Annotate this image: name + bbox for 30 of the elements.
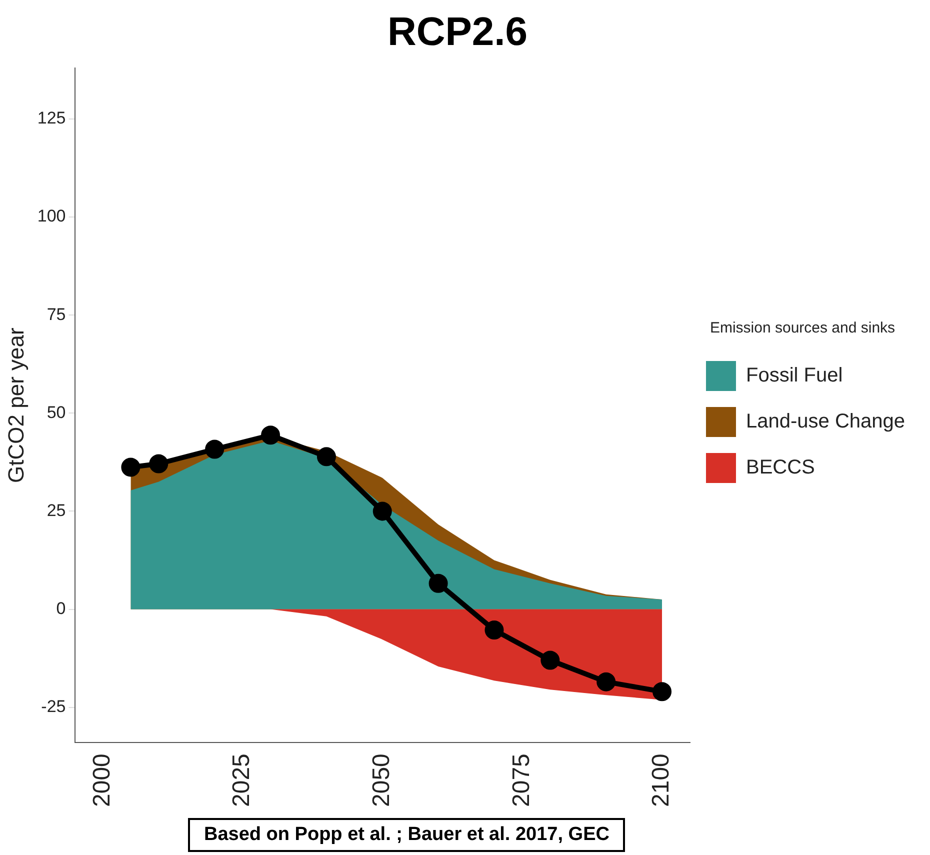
legend-label: BECCS [746,456,815,479]
point [372,502,392,521]
point [121,458,140,477]
x-tick-label: 2100 [648,754,675,807]
legend-label: Land-use Change [746,410,905,433]
point [316,447,336,466]
y-tick-label: 0 [56,598,66,618]
legend-title: Emission sources and sinks [710,320,896,337]
y-tick-label: 100 [37,206,66,226]
point [484,620,504,640]
y-tick-label: -25 [41,697,66,716]
point [205,440,224,459]
chart-title: RCP2.6 [387,10,528,54]
y-axis-title: GtCO2 per year [3,328,28,483]
x-tick-label: 2075 [508,754,535,807]
y-tick-label: 25 [46,500,66,520]
point [261,426,280,445]
point [596,672,616,692]
point [149,454,168,474]
legend-label: Fossil Fuel [746,364,843,387]
point [652,682,672,702]
y-tick-label: 50 [46,402,66,422]
point [428,574,448,593]
text: Based on Popp et al. ; Bauer et al. 2017, GEC [204,824,610,846]
point [540,650,560,670]
x-tick-label: 2025 [228,754,256,807]
y-tick-label: 125 [37,108,66,128]
x-tick-label: 2000 [88,754,116,807]
y-tick-label: 75 [46,304,66,324]
x-tick-label: 2050 [368,754,395,807]
